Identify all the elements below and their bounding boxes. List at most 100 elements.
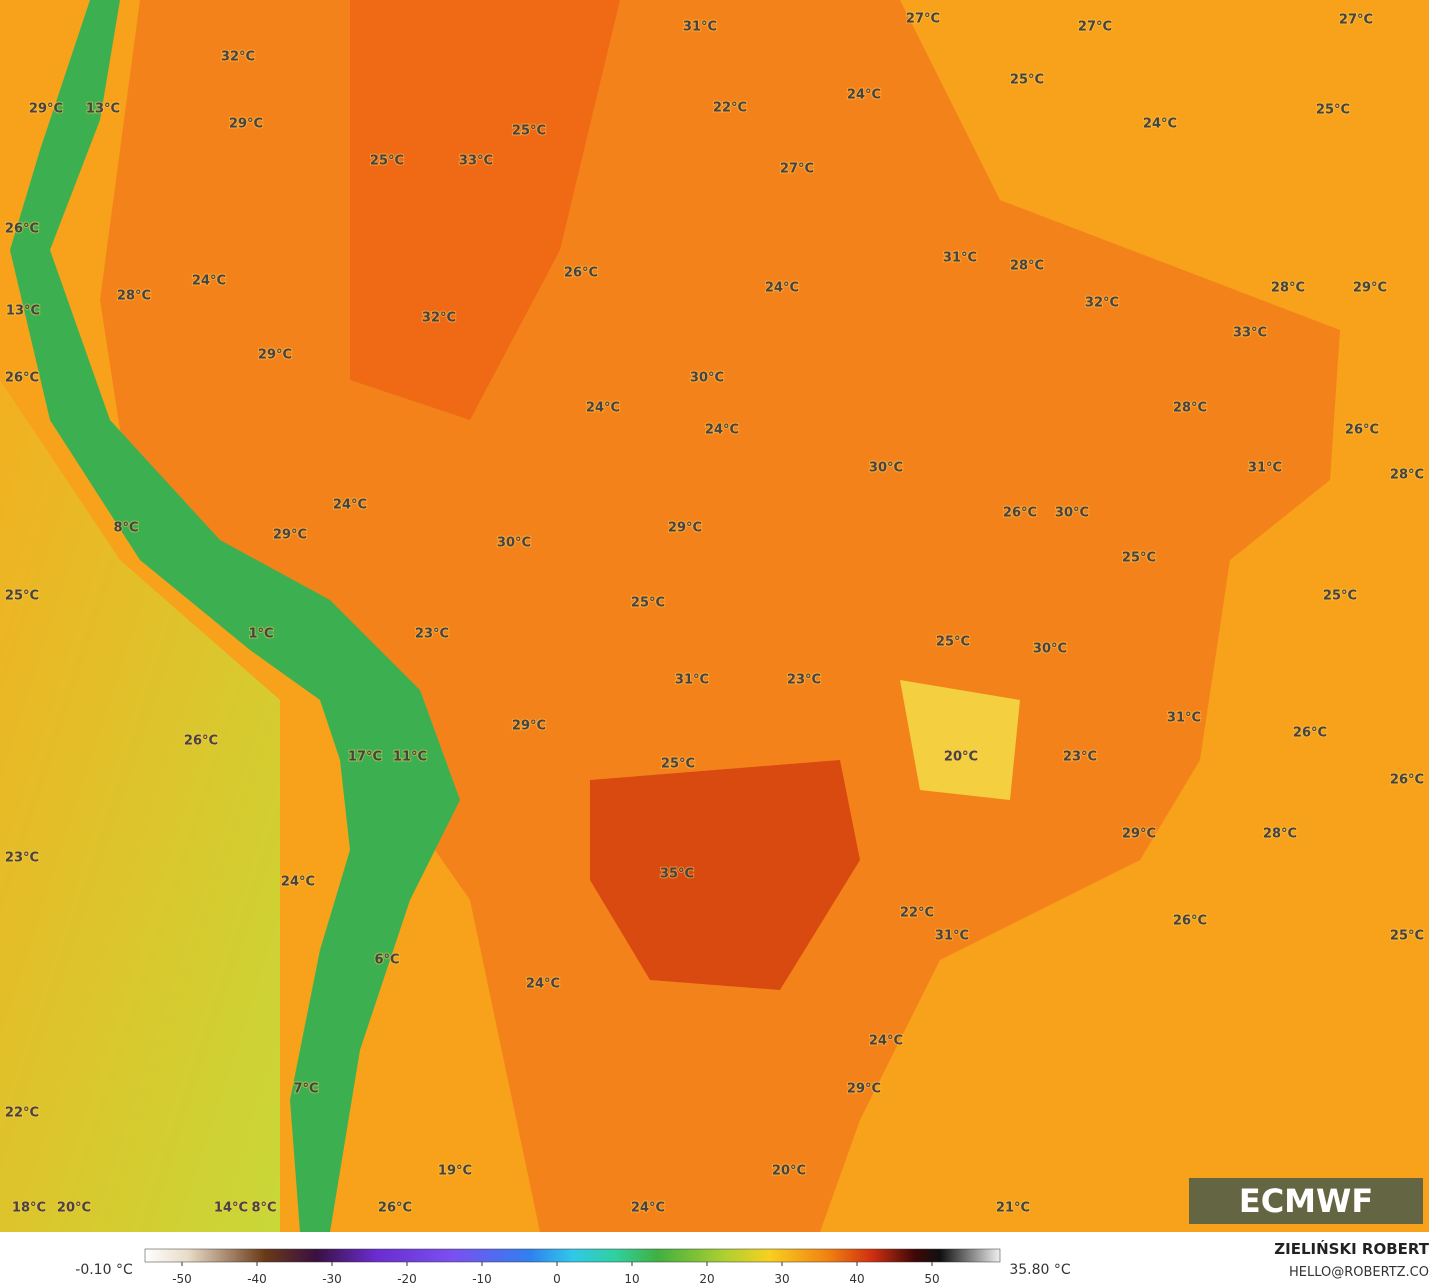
temp-label: 30°C bbox=[497, 536, 531, 551]
temp-label: 29°C bbox=[258, 348, 292, 363]
pacific bbox=[0, 380, 280, 1232]
temp-label: 28°C bbox=[1173, 401, 1207, 416]
temp-label: 26°C bbox=[184, 734, 218, 749]
temp-label: 29°C bbox=[1122, 827, 1156, 842]
temp-label: 13°C bbox=[86, 102, 120, 117]
temp-label: 28°C bbox=[117, 289, 151, 304]
temp-label: 25°C bbox=[1122, 551, 1156, 566]
temp-label: 23°C bbox=[415, 627, 449, 642]
temp-label: 22°C bbox=[5, 1106, 39, 1121]
temp-label: 1°C bbox=[248, 627, 273, 642]
temp-label: 26°C bbox=[1293, 726, 1327, 741]
hot-region bbox=[590, 760, 860, 990]
temp-label: 25°C bbox=[5, 589, 39, 604]
temp-label: 25°C bbox=[936, 635, 970, 650]
colorbar-tick-label: 50 bbox=[924, 1272, 939, 1286]
temp-label: 31°C bbox=[1248, 461, 1282, 476]
temp-label: 27°C bbox=[1339, 13, 1373, 28]
temp-label: 24°C bbox=[281, 875, 315, 890]
temp-label: 26°C bbox=[564, 266, 598, 281]
warm-region bbox=[350, 0, 620, 420]
temp-label: 24°C bbox=[586, 401, 620, 416]
temp-label: 24°C bbox=[765, 281, 799, 296]
colorbar-tick-label: -10 bbox=[472, 1272, 492, 1286]
temp-label: 32°C bbox=[422, 311, 456, 326]
temp-label: 25°C bbox=[1390, 929, 1424, 944]
temp-label: 17°C bbox=[348, 750, 382, 765]
cool-region bbox=[900, 680, 1020, 800]
temp-label: 31°C bbox=[943, 251, 977, 266]
temp-label: 24°C bbox=[847, 88, 881, 103]
temp-label: 24°C bbox=[631, 1201, 665, 1216]
temp-label: 26°C bbox=[1345, 423, 1379, 438]
colorbar-tick-label: -50 bbox=[172, 1272, 192, 1286]
temp-label: 26°C bbox=[1003, 506, 1037, 521]
temp-label: 26°C bbox=[5, 222, 39, 237]
temp-label: 26°C bbox=[1173, 914, 1207, 929]
temp-label: 22°C bbox=[900, 906, 934, 921]
temp-label: 25°C bbox=[1323, 589, 1357, 604]
temp-label: 24°C bbox=[705, 423, 739, 438]
temp-label: 24°C bbox=[1143, 117, 1177, 132]
temp-label: 31°C bbox=[675, 673, 709, 688]
temp-label: 28°C bbox=[1010, 259, 1044, 274]
colorbar-min: -0.10 °C bbox=[75, 1262, 133, 1278]
temp-label: 28°C bbox=[1390, 468, 1424, 483]
colorbar-tick-label: 0 bbox=[553, 1272, 561, 1286]
temp-label: 11°C bbox=[393, 750, 427, 765]
andes bbox=[10, 0, 460, 1232]
temp-label: 25°C bbox=[1316, 103, 1350, 118]
logo: ECMWF bbox=[1239, 1182, 1373, 1220]
temp-label: 32°C bbox=[221, 50, 255, 65]
temp-label: 33°C bbox=[1233, 326, 1267, 341]
temp-label: 33°C bbox=[459, 154, 493, 169]
temp-label: 19°C bbox=[438, 1164, 472, 1179]
temp-label: 23°C bbox=[1063, 750, 1097, 765]
temp-label: 31°C bbox=[1167, 711, 1201, 726]
temp-label: 25°C bbox=[1010, 73, 1044, 88]
temp-label: 31°C bbox=[935, 929, 969, 944]
temp-label: 31°C bbox=[683, 20, 717, 35]
temp-label: 29°C bbox=[512, 719, 546, 734]
temp-label: 25°C bbox=[512, 124, 546, 139]
temp-label: 23°C bbox=[787, 673, 821, 688]
temp-label: 20°C bbox=[772, 1164, 806, 1179]
temp-label: 21°C bbox=[996, 1201, 1030, 1216]
colorbar-tick-label: 10 bbox=[624, 1272, 639, 1286]
temp-label: 28°C bbox=[1263, 827, 1297, 842]
temp-label: 20°C bbox=[57, 1201, 91, 1216]
temp-label: 24°C bbox=[192, 274, 226, 289]
temp-label: 26°C bbox=[378, 1201, 412, 1216]
temp-label: 24°C bbox=[333, 498, 367, 513]
temp-label: 26°C bbox=[5, 371, 39, 386]
temp-label: 14°C bbox=[214, 1201, 248, 1216]
temp-label: 23°C bbox=[5, 851, 39, 866]
temp-label: 25°C bbox=[370, 154, 404, 169]
temp-label: 32°C bbox=[1085, 296, 1119, 311]
temp-label: 30°C bbox=[869, 461, 903, 476]
temp-label: 27°C bbox=[780, 162, 814, 177]
temp-label: 29°C bbox=[229, 117, 263, 132]
temp-label: 25°C bbox=[661, 757, 695, 772]
temp-label: 25°C bbox=[631, 596, 665, 611]
colorbar-tick-label: 30 bbox=[774, 1272, 789, 1286]
colorbar-tick-label: -40 bbox=[247, 1272, 267, 1286]
temp-label: 30°C bbox=[1055, 506, 1089, 521]
temp-label: 6°C bbox=[374, 953, 399, 968]
temp-label: 30°C bbox=[690, 371, 724, 386]
temp-label: 13°C bbox=[6, 304, 40, 319]
temp-label: 27°C bbox=[906, 12, 940, 27]
temp-label: 29°C bbox=[847, 1082, 881, 1097]
temp-label: 29°C bbox=[1353, 281, 1387, 296]
colorbar-tick-label: -30 bbox=[322, 1272, 342, 1286]
temp-label: 24°C bbox=[869, 1034, 903, 1049]
colorbar-max: 35.80 °C bbox=[1009, 1262, 1071, 1278]
temp-label: 20°C bbox=[944, 750, 978, 765]
temp-label: 29°C bbox=[273, 528, 307, 543]
colorbar-tick-label: 40 bbox=[849, 1272, 864, 1286]
logo-box bbox=[1189, 1178, 1423, 1224]
temp-label: 24°C bbox=[526, 977, 560, 992]
temp-label: 22°C bbox=[713, 101, 747, 116]
colorbar-tick-label: -20 bbox=[397, 1272, 417, 1286]
temp-label: 8°C bbox=[113, 521, 138, 536]
